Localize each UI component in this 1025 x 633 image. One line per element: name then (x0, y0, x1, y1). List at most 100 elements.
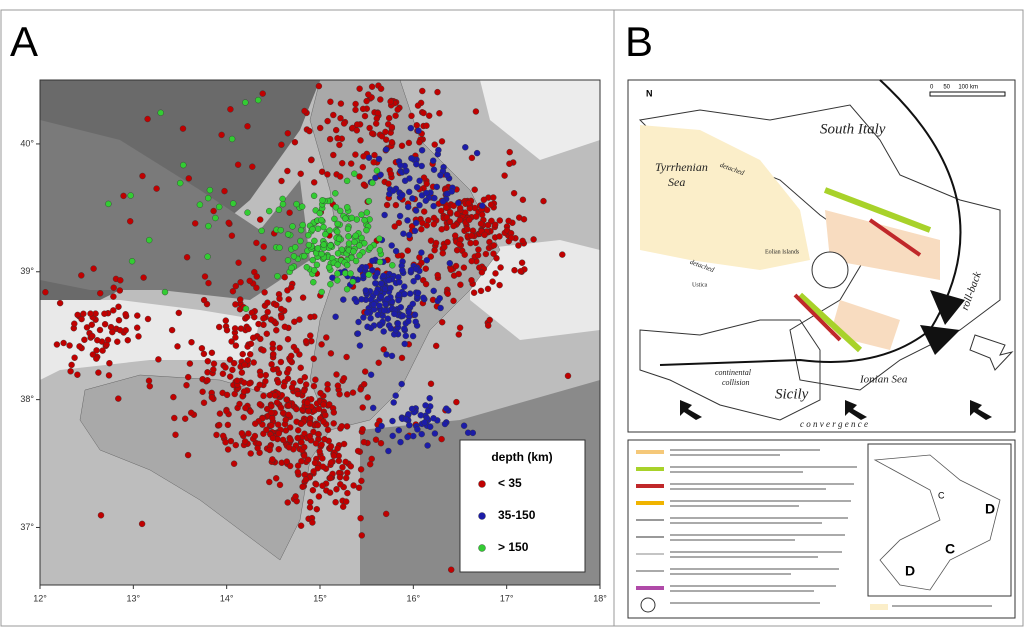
seismic-event (170, 394, 176, 400)
seismic-event (337, 391, 343, 397)
seismic-event (200, 389, 206, 395)
seismic-event (381, 308, 387, 314)
seismic-event (399, 381, 405, 387)
seismic-event (98, 512, 104, 518)
seismic-event (266, 208, 272, 214)
seismic-event (253, 240, 259, 246)
seismic-event (141, 275, 147, 281)
legend-text (670, 585, 836, 587)
seismic-event (274, 400, 280, 406)
seismic-event (280, 437, 286, 443)
seismic-event (353, 233, 359, 239)
seismic-event (286, 444, 292, 450)
seismic-event (451, 298, 457, 304)
seismic-event (205, 358, 211, 364)
seismic-event (281, 383, 287, 389)
seismic-event (330, 152, 336, 158)
seismic-event (72, 355, 78, 361)
seismic-event (278, 142, 284, 148)
seismic-event (366, 198, 372, 204)
seismic-event (265, 309, 271, 315)
y-tick-label: 37° (20, 522, 34, 532)
seismic-event (484, 207, 490, 213)
seismic-event (393, 248, 399, 254)
seismic-event (327, 281, 333, 287)
seismic-event (344, 262, 350, 268)
seismic-event (435, 147, 441, 153)
seismic-event (473, 214, 479, 220)
seismic-event (300, 295, 306, 301)
seismic-event (390, 188, 396, 194)
seismic-event (123, 327, 129, 333)
seismic-event (340, 464, 346, 470)
seismic-event (310, 487, 316, 493)
seismic-event (186, 175, 192, 181)
seismic-event (258, 372, 264, 378)
seismic-event (305, 408, 311, 414)
seismic-event (350, 279, 356, 285)
seismic-event (300, 484, 306, 490)
seismic-event (267, 392, 273, 398)
seismic-event (236, 260, 242, 266)
seismic-event (369, 130, 375, 136)
seismic-event (375, 427, 381, 433)
seismic-event (382, 129, 388, 135)
seismic-event (110, 294, 116, 300)
region-label: Ionian Sea (859, 374, 908, 386)
legend-text (670, 505, 799, 507)
seismic-event (506, 161, 512, 167)
seismic-event (468, 240, 474, 246)
seismic-event (285, 257, 291, 263)
seismic-event (403, 416, 409, 422)
seismic-event (227, 357, 233, 363)
seismic-event (175, 343, 181, 349)
seismic-event (177, 180, 183, 186)
seismic-event (262, 289, 268, 295)
seismic-event (214, 432, 220, 438)
seismic-event (424, 123, 430, 129)
seismic-event (285, 500, 291, 506)
seismic-event (440, 250, 446, 256)
seismic-event (304, 264, 310, 270)
seismic-event (289, 265, 295, 271)
seismic-event (357, 253, 363, 259)
seismic-event (211, 208, 217, 214)
seismic-event (312, 377, 318, 383)
seismic-event (284, 459, 290, 465)
seismic-event (413, 319, 419, 325)
x-tick-label: 12° (33, 593, 47, 603)
seismic-event (377, 303, 383, 309)
x-tick-label: 18° (593, 593, 607, 603)
seismic-event (384, 202, 390, 208)
seismic-event (438, 208, 444, 214)
seismic-event (351, 171, 357, 177)
seismic-event (333, 314, 339, 320)
seismic-event (413, 220, 419, 226)
seismic-event (176, 310, 182, 316)
legend-text (670, 590, 814, 592)
seismic-event (266, 479, 272, 485)
seismic-event (405, 434, 411, 440)
seismic-event (241, 414, 247, 420)
seismic-event (366, 155, 372, 161)
y-tick-label: 40° (20, 138, 34, 148)
seismic-event (356, 243, 362, 249)
seismic-event (225, 422, 231, 428)
seismic-event (466, 200, 472, 206)
seismic-event (399, 192, 405, 198)
seismic-event (447, 260, 453, 266)
seismic-event (506, 218, 512, 224)
seismic-event (311, 179, 317, 185)
legend-swatch (479, 545, 486, 552)
seismic-event (431, 167, 437, 173)
seismic-event (284, 397, 290, 403)
seismic-event (240, 351, 246, 357)
seismic-event (402, 291, 408, 297)
seismic-event (114, 339, 120, 345)
seismic-event (328, 243, 334, 249)
seismic-event (363, 264, 369, 270)
seismic-event (376, 236, 382, 242)
seismic-event (415, 290, 421, 296)
seismic-event (418, 412, 424, 418)
seismic-event (286, 366, 292, 372)
